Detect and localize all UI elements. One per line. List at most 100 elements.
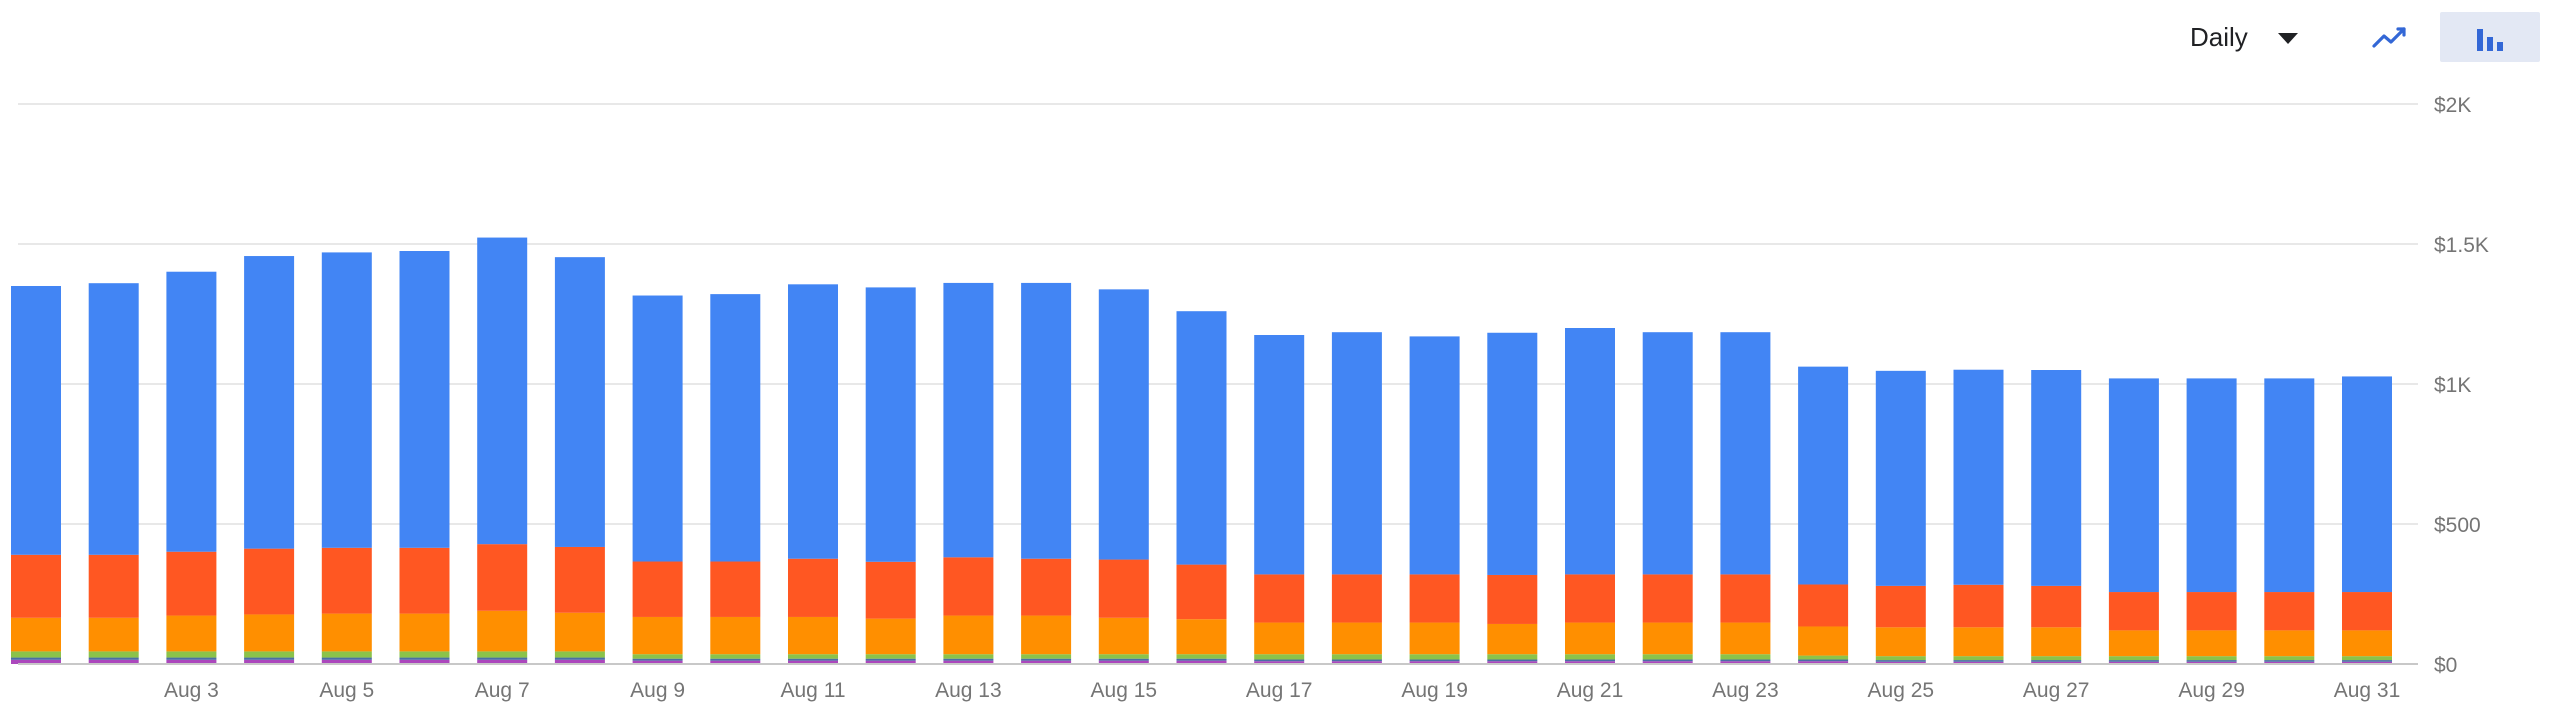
bar-segment <box>2264 378 2315 593</box>
bar-segment <box>1875 656 1926 661</box>
bar-segment <box>1953 660 2004 662</box>
bar-segment <box>710 660 761 664</box>
bar-segment <box>2342 592 2392 631</box>
bar-segment <box>2031 585 2082 628</box>
bar-segment <box>1953 661 2004 664</box>
line-view-button[interactable] <box>2340 12 2440 62</box>
bar-segment <box>321 547 372 614</box>
bar-segment <box>1098 660 1149 664</box>
bar-segment <box>2264 660 2315 662</box>
bar-segment <box>865 561 916 619</box>
bar-segment <box>788 654 838 659</box>
bar-segment <box>1409 574 1460 623</box>
bar-segment <box>477 657 528 660</box>
bar-segment <box>1798 655 1849 660</box>
bar-segment <box>1331 574 1382 623</box>
bar-segment <box>2108 660 2159 662</box>
bar-segment <box>865 618 916 655</box>
bar-segment <box>11 554 61 618</box>
bar-segment <box>1176 654 1227 659</box>
bar-segment <box>1798 626 1849 656</box>
bar-segment <box>11 657 61 660</box>
bar-segment <box>632 658 683 661</box>
bar-segment <box>1254 659 1305 662</box>
trending-line-icon <box>2372 27 2406 48</box>
bar-segment <box>1798 366 1849 585</box>
bar-segment <box>1021 658 1072 661</box>
y-tick-label: $1K <box>2434 374 2471 397</box>
bar-segment <box>1798 659 1849 662</box>
bar-segment <box>1487 574 1538 624</box>
period-dropdown-label: Daily <box>2190 21 2248 52</box>
bar-segment <box>1565 574 1615 623</box>
bar-segment <box>632 654 683 659</box>
bar-segment <box>1021 654 1072 659</box>
bar-segment <box>1021 615 1072 655</box>
bar-segment <box>1409 622 1460 655</box>
caret-down-icon <box>2277 32 2298 44</box>
x-tick-label: Aug 31 <box>2334 679 2401 702</box>
bar-segment <box>244 256 295 549</box>
bar-segment <box>477 651 528 658</box>
x-tick-label: Aug 9 <box>630 679 685 702</box>
bar-segment <box>88 617 139 652</box>
bar-segment <box>1021 660 1072 664</box>
bar-segment <box>1098 289 1149 560</box>
bar-segment <box>1953 656 2004 661</box>
x-tick-label: Aug 7 <box>475 679 530 702</box>
bar-segment <box>1254 661 1305 664</box>
bar-segment <box>244 548 295 615</box>
x-tick-label: Aug 21 <box>1557 679 1624 702</box>
period-dropdown[interactable]: Daily <box>2190 14 2298 60</box>
y-tick-label: $2K <box>2434 94 2471 117</box>
bar-segment <box>2031 656 2082 661</box>
bar-segment <box>166 651 217 658</box>
bar-segment <box>2264 592 2315 631</box>
bar-segment <box>2186 592 2237 631</box>
bar-segment <box>554 546 605 613</box>
bar-segment <box>1254 654 1305 660</box>
chart-canvas: $0 $500 $1K $1.5K $2K Aug 3 Aug 5 Aug 7 Aug 9 Aug… <box>11 94 2489 702</box>
bar-segment <box>1254 574 1305 623</box>
bar-segment <box>1953 584 2004 628</box>
bar-segment <box>1254 335 1305 575</box>
bar-segment <box>1331 659 1382 662</box>
bar-segment <box>244 651 295 658</box>
bar-segment <box>11 659 61 664</box>
x-tick-label: Aug 5 <box>319 679 374 702</box>
x-tick-label: Aug 25 <box>1868 679 1935 702</box>
bar-segment <box>477 610 528 652</box>
bar-segment <box>632 616 683 655</box>
bar-segment <box>1487 332 1538 575</box>
bar-segment <box>2264 656 2315 661</box>
bar-segment <box>2264 630 2315 657</box>
bar-segment <box>710 654 761 659</box>
stacked-bar-chart: $0 $500 $1K $1.5K $2K Aug 3 Aug 5 Aug 7 Aug 9 Aug… <box>0 74 2556 704</box>
bar-segment <box>244 657 295 660</box>
bar-segment <box>1720 332 1771 575</box>
bar-segment <box>1642 622 1693 655</box>
bar-segment <box>710 616 761 655</box>
bar-segment <box>1409 661 1460 664</box>
bar-segment <box>554 659 605 664</box>
bar-segment <box>2108 656 2159 661</box>
bar-segment <box>321 659 372 664</box>
bar-segment <box>1798 584 1849 627</box>
bar-segment <box>554 651 605 658</box>
bar-segment <box>88 659 139 664</box>
bar-segment <box>2186 661 2237 664</box>
bar-segment <box>477 544 528 611</box>
bar-view-button[interactable] <box>2440 12 2540 62</box>
bar-segment <box>554 657 605 660</box>
bar-segment <box>1642 574 1693 623</box>
bar-segment <box>166 615 217 652</box>
bar-segment <box>2108 378 2159 593</box>
bar-segment <box>1176 660 1227 664</box>
bar-segment <box>554 612 605 652</box>
bar-segment <box>88 651 139 658</box>
bar-segment <box>399 251 450 548</box>
bar-segment <box>865 654 916 659</box>
bar-segment <box>1565 659 1615 662</box>
bar-segment <box>1331 654 1382 660</box>
bar-segment <box>399 659 450 664</box>
